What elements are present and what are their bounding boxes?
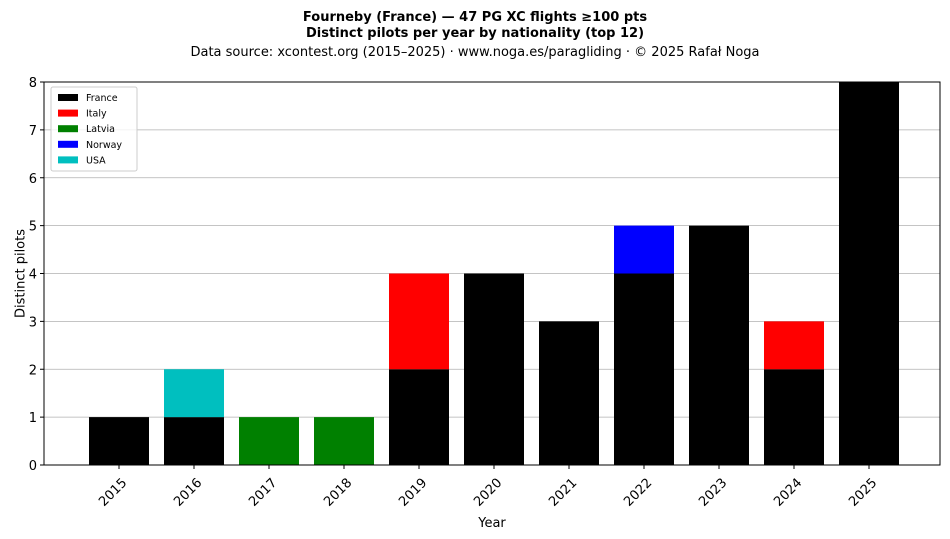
bar-italy-2024 [764, 321, 824, 370]
x-tick-label: 2015 [96, 476, 130, 510]
legend: France Italy Latvia Norway USA [50, 86, 138, 172]
bar-usa-2016 [164, 369, 224, 418]
x-tick-label: 2020 [471, 476, 505, 510]
x-tick-label: 2024 [771, 476, 805, 510]
y-tick-label: 5 [29, 220, 37, 235]
chart-source-note: Data source: xcontest.org (2015–2025) · … [190, 45, 759, 60]
legend-box [50, 86, 138, 172]
legend-swatch-italy [58, 109, 78, 117]
y-tick-label: 7 [29, 124, 37, 139]
y-tick-label: 0 [29, 459, 37, 474]
bar-france-2022 [614, 273, 674, 465]
y-tick-label: 2 [29, 363, 37, 378]
x-tick-label: 2023 [696, 476, 730, 510]
legend-swatch-france [58, 94, 78, 101]
bar-latvia-2018 [314, 417, 374, 465]
y-tick-label: 1 [29, 411, 37, 426]
bar-italy-2019 [389, 273, 449, 370]
y-tick-label: 3 [29, 315, 37, 330]
axis-ticks: 0 1 2 3 4 5 6 7 8 2015 2016 2017 2018 2019 2020 2021 202… [29, 76, 881, 510]
bar-latvia-2017 [239, 417, 299, 465]
y-tick-label: 8 [29, 76, 37, 91]
x-axis-label: Year [477, 516, 506, 531]
bar-france-2016 [164, 417, 224, 465]
legend-swatch-usa [58, 156, 78, 164]
bar-france-2024 [764, 369, 824, 465]
x-tick-label: 2016 [171, 476, 205, 510]
bar-france-2023 [689, 225, 749, 465]
x-tick-label: 2025 [846, 476, 880, 510]
legend-label-norway: Norway [86, 140, 122, 151]
legend-label-latvia: Latvia [86, 124, 115, 135]
legend-label-italy: Italy [86, 109, 107, 120]
x-tick-label: 2019 [396, 476, 430, 510]
y-tick-label: 6 [29, 172, 37, 187]
chart-subtitle: Distinct pilots per year by nationality … [306, 26, 644, 41]
bar-france-2021 [539, 321, 599, 465]
bars [89, 82, 899, 465]
x-tick-label: 2018 [321, 476, 355, 510]
y-tick-label: 4 [29, 268, 37, 283]
bar-norway-2022 [614, 225, 674, 274]
y-axis-label: Distinct pilots [14, 229, 29, 318]
x-tick-label: 2021 [546, 476, 580, 510]
bar-france-2019 [389, 369, 449, 465]
legend-swatch-norway [58, 140, 78, 148]
x-tick-label: 2017 [246, 476, 280, 510]
x-tick-label: 2022 [621, 476, 655, 510]
bar-france-2025 [839, 82, 899, 465]
chart-title: Fourneby (France) — 47 PG XC flights ≥10… [303, 10, 647, 25]
bar-france-2015 [89, 417, 149, 465]
legend-label-usa: USA [86, 155, 106, 166]
legend-label-france: France [86, 93, 118, 104]
legend-swatch-latvia [58, 125, 78, 133]
bar-france-2020 [464, 273, 524, 465]
